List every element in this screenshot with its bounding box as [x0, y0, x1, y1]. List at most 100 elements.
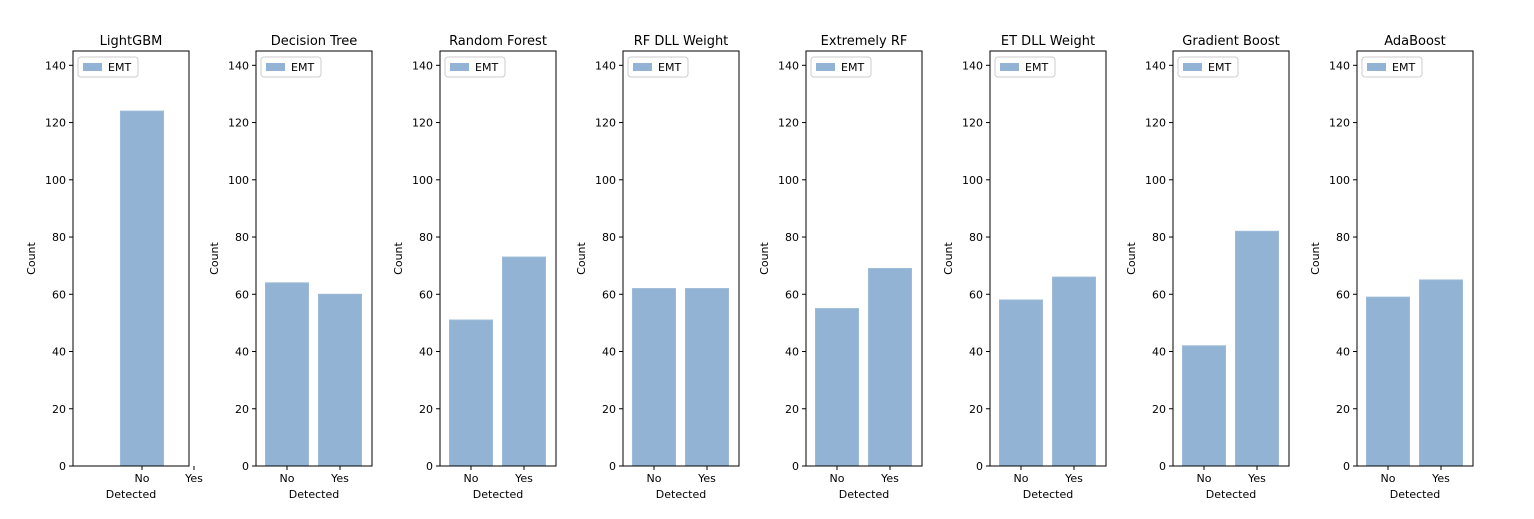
chart-title: Extremely RF: [821, 34, 908, 49]
plot-frame: [1356, 50, 1474, 467]
legend-label: EMT: [1025, 61, 1048, 74]
legend-box: [260, 56, 322, 78]
y-tick-label: 80: [1336, 231, 1350, 244]
y-tick-label: 140: [1329, 59, 1350, 72]
legend: EMT: [994, 56, 1056, 78]
x-tick-label: No: [647, 472, 662, 485]
y-tick-label: 0: [976, 460, 983, 473]
y-tick-label: 140: [228, 59, 249, 72]
x-tick-label: No: [830, 472, 845, 485]
x-tick-label: No: [135, 472, 150, 485]
y-tick-label: 20: [602, 403, 616, 416]
y-tick-label: 40: [969, 346, 983, 359]
legend-swatch: [450, 63, 469, 71]
y-tick-label: 40: [52, 346, 66, 359]
legend-label: EMT: [841, 61, 864, 74]
y-tick-label: 40: [235, 346, 249, 359]
chart-panel: Decision Tree 0 20 40 60 80 100 120 140 No Yes Dete…: [208, 34, 373, 501]
x-axis-label: Detected: [1023, 488, 1073, 501]
chart-title: Decision Tree: [271, 34, 358, 49]
legend: EMT: [810, 56, 872, 78]
legend-label: EMT: [1208, 61, 1231, 74]
y-tick-label: 100: [412, 174, 433, 187]
x-tick-label: No: [1014, 472, 1029, 485]
x-tick-label: No: [1381, 472, 1396, 485]
y-axis-label: Count: [392, 241, 405, 274]
legend-box: [1361, 56, 1423, 78]
y-tick-label: 100: [228, 174, 249, 187]
y-tick-label: 140: [412, 59, 433, 72]
y-tick-label: 100: [962, 174, 983, 187]
y-tick-label: 100: [1145, 174, 1166, 187]
bar: [502, 256, 546, 467]
y-tick-label: 60: [235, 288, 249, 301]
x-tick-label: Yes: [330, 472, 349, 485]
bar: [1419, 279, 1463, 467]
y-tick-label: 60: [52, 288, 66, 301]
bar: [1366, 296, 1410, 467]
y-tick-label: 0: [426, 460, 433, 473]
legend-swatch: [1367, 63, 1386, 71]
y-tick-label: 20: [52, 403, 66, 416]
legend-swatch: [266, 63, 285, 71]
legend-swatch: [816, 63, 835, 71]
bar: [632, 288, 676, 467]
plot-frame: [1172, 50, 1290, 467]
x-tick-label: Yes: [1064, 472, 1083, 485]
x-axis-label: Detected: [473, 488, 523, 501]
y-tick-label: 80: [1152, 231, 1166, 244]
bar: [449, 319, 493, 467]
y-tick-label: 0: [792, 460, 799, 473]
plot-frame: [255, 50, 373, 467]
x-axis-label: Detected: [656, 488, 706, 501]
legend: EMT: [444, 56, 506, 78]
legend-swatch: [83, 63, 102, 71]
y-tick-label: 140: [45, 59, 66, 72]
chart-title: AdaBoost: [1384, 34, 1446, 49]
x-axis-label: Detected: [1390, 488, 1440, 501]
y-axis-label: Count: [575, 241, 588, 274]
y-tick-label: 120: [228, 117, 249, 130]
y-axis-label: Count: [208, 241, 221, 274]
chart-title: Gradient Boost: [1182, 34, 1279, 49]
legend-box: [994, 56, 1056, 78]
y-tick-label: 120: [1329, 117, 1350, 130]
x-tick-label: Yes: [1431, 472, 1450, 485]
x-tick-label: Yes: [184, 472, 203, 485]
y-tick-label: 0: [59, 460, 66, 473]
x-tick-label: Yes: [880, 472, 899, 485]
plot-frame: [805, 50, 923, 467]
legend-label: EMT: [658, 61, 681, 74]
y-tick-label: 120: [962, 117, 983, 130]
plot-frame: [989, 50, 1107, 467]
y-tick-label: 40: [602, 346, 616, 359]
legend-box: [444, 56, 506, 78]
legend-swatch: [633, 63, 652, 71]
y-tick-label: 80: [785, 231, 799, 244]
y-tick-label: 120: [45, 117, 66, 130]
chart-title: RF DLL Weight: [634, 34, 729, 49]
legend-label: EMT: [291, 61, 314, 74]
y-tick-label: 120: [595, 117, 616, 130]
legend-box: [1177, 56, 1239, 78]
bar: [318, 293, 362, 467]
x-axis-label: Detected: [839, 488, 889, 501]
chart-panel: Extremely RF 0 20 40 60 80 100 120 140 No Yes Detec…: [758, 34, 923, 501]
y-axis-label: Count: [1125, 241, 1138, 274]
chart-panel: RF DLL Weight 0 20 40 60 80 100 120 140 No Yes Dete…: [575, 34, 740, 501]
chart-panel: LightGBM 0 20 40 60 80 100 120 140 No Yes Detected C…: [25, 34, 203, 501]
legend-swatch: [1183, 63, 1202, 71]
y-tick-label: 100: [595, 174, 616, 187]
plot-frame: [622, 50, 740, 467]
x-axis-label: Detected: [289, 488, 339, 501]
x-tick-label: Yes: [1247, 472, 1266, 485]
y-tick-label: 120: [778, 117, 799, 130]
y-tick-label: 80: [969, 231, 983, 244]
x-tick-label: Yes: [514, 472, 533, 485]
bar: [265, 282, 309, 467]
y-tick-label: 60: [602, 288, 616, 301]
y-axis-label: Count: [25, 241, 38, 274]
y-tick-label: 40: [785, 346, 799, 359]
bar: [868, 268, 912, 467]
